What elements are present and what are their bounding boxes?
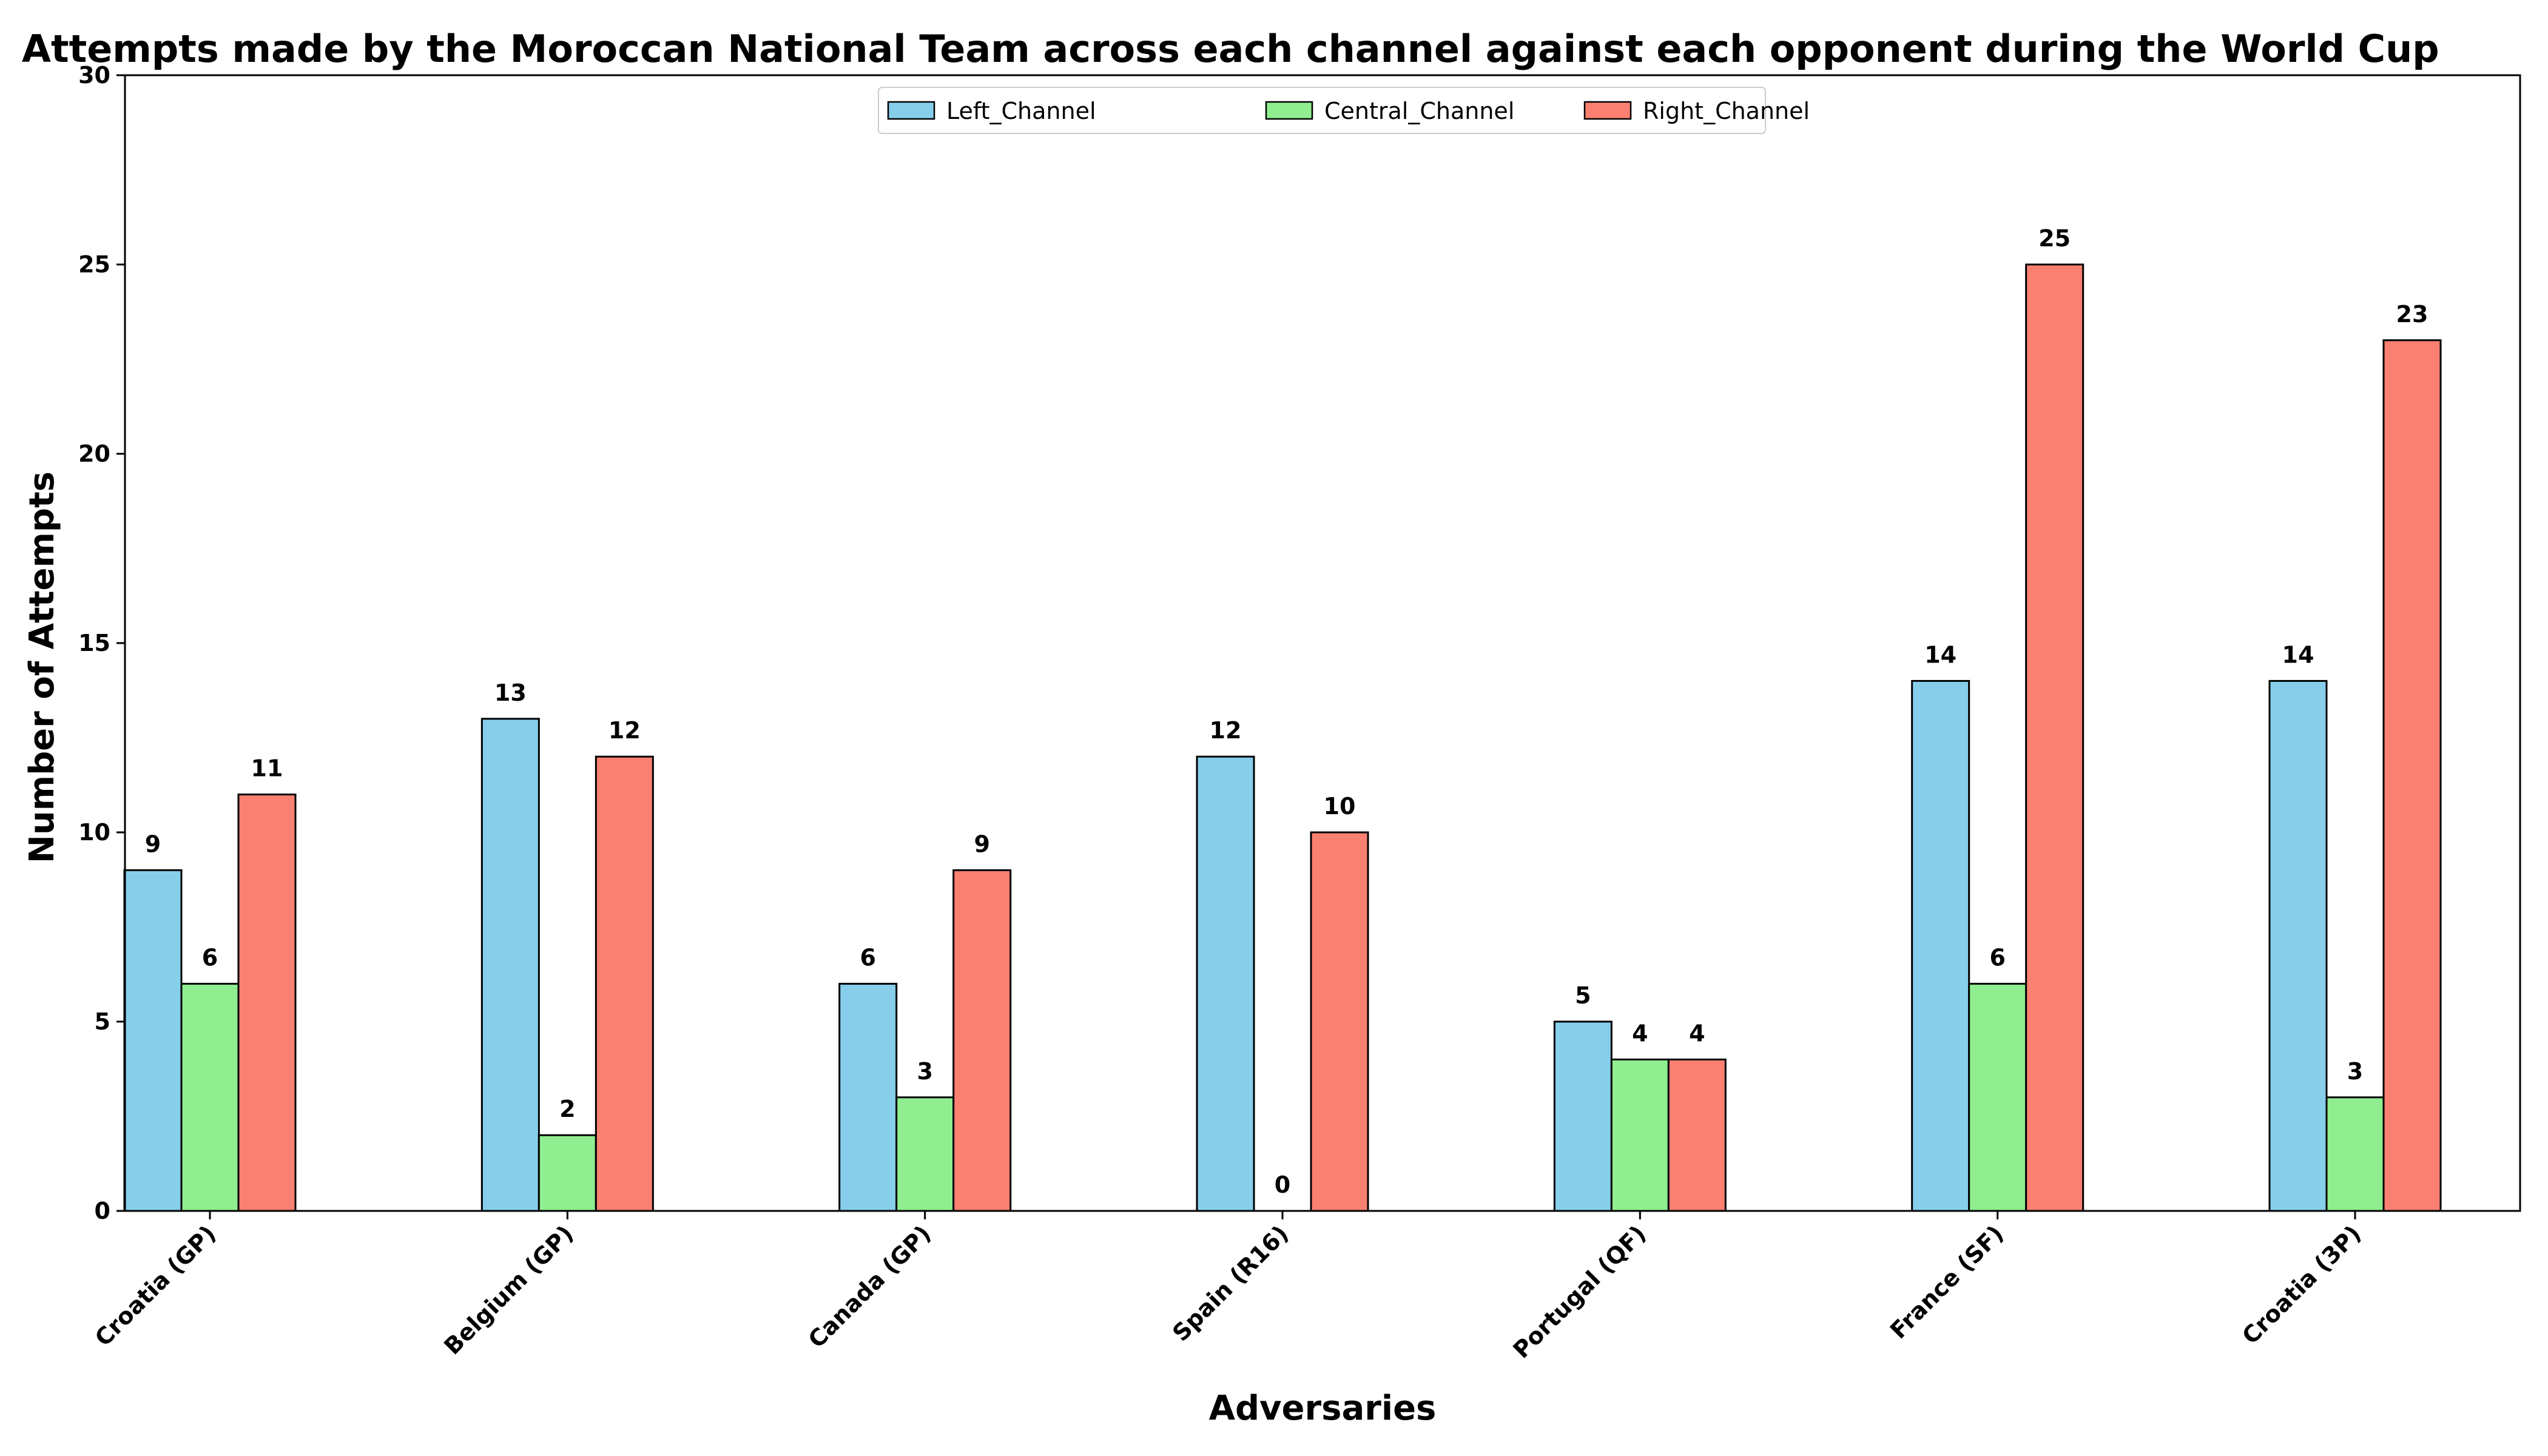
legend-label: Central_Channel [1324,98,1514,124]
data-label: 14 [2282,641,2314,668]
bar-central-channel [1610,1058,1670,1212]
chart-title: Attempts made by the Moroccan National T… [22,27,2439,71]
bar-right-channel [952,869,1012,1212]
legend-swatch [1583,101,1632,120]
data-label: 14 [1924,641,1956,668]
data-label: 6 [860,945,875,971]
y-tick-label: 15 [78,630,110,656]
data-label: 6 [202,945,218,971]
y-axis-ticks: 0 5 10 15 20 25 30 [78,62,125,1224]
bar-right-channel [2025,263,2085,1212]
bar-right-channel [595,755,654,1212]
x-tick-label: Portugal (QF) [1508,1220,1651,1363]
y-tick-label: 30 [78,62,110,89]
y-tick-label: 0 [95,1198,110,1224]
legend-label: Left_Channel [946,98,1096,124]
bar-right-channel [2382,339,2442,1212]
x-tick-label: Spain (R16) [1167,1220,1293,1346]
data-label: 10 [1324,793,1356,820]
data-label: 4 [1632,1020,1648,1046]
y-tick-label: 10 [78,819,110,846]
x-tick-label: Croatia (GP) [90,1220,221,1352]
data-label: 9 [974,831,989,857]
x-tick-label: France (SF) [1885,1220,2009,1344]
bar-central-channel [1968,983,2027,1212]
bar-right-channel [1667,1058,1727,1212]
y-tick-label: 5 [95,1008,110,1035]
data-label: 3 [917,1058,932,1085]
bar-central-channel [180,983,240,1212]
bar-left-channel [1553,1020,1613,1212]
data-label: 0 [1275,1171,1290,1198]
data-label: 5 [1575,982,1591,1009]
data-label: 2 [559,1096,575,1122]
x-tick-label: Belgium (GP) [439,1220,578,1360]
bar-left-channel [123,869,183,1212]
bar-left-channel [838,983,898,1212]
bar-left-channel [480,718,540,1212]
legend-box [878,87,1766,134]
data-label: 9 [145,831,161,857]
y-tick-label: 20 [78,440,110,467]
y-axis-label: Number of Attempts [22,471,62,863]
bar-right-channel [1310,831,1369,1212]
data-label: 12 [1210,717,1242,744]
plot-frame [124,74,2521,1212]
x-tick-label: Canada (GP) [803,1220,936,1353]
bar-left-channel [2268,679,2328,1212]
legend: Left_Channel Central_Channel Right_Channel [878,87,1810,134]
legend-swatch [887,101,935,120]
bar-central-channel [895,1096,955,1212]
x-axis-ticks: Croatia (GP) Belgium (GP) Canada (GP) Spain… [90,1211,2366,1363]
data-label: 25 [2038,225,2071,252]
bar-central-channel [538,1134,597,1212]
data-label: 23 [2396,301,2428,328]
bar-left-channel [1196,755,1255,1212]
legend-label: Right_Channel [1643,98,1810,124]
data-label: 6 [1989,945,2005,971]
bar-right-channel [237,794,297,1212]
data-label: 12 [608,717,641,744]
x-axis-label: Adversaries [1209,1389,1437,1428]
bars-group [123,263,2442,1212]
y-tick-label: 25 [78,251,110,278]
bar-left-channel [1911,679,1970,1212]
data-label: 4 [1689,1020,1705,1046]
data-label: 11 [251,755,283,782]
data-label: 13 [494,679,527,706]
bar-central-channel [2325,1096,2385,1212]
legend-swatch [1265,101,1313,120]
data-label: 3 [2347,1058,2363,1085]
x-tick-label: Croatia (3P) [2237,1220,2366,1349]
